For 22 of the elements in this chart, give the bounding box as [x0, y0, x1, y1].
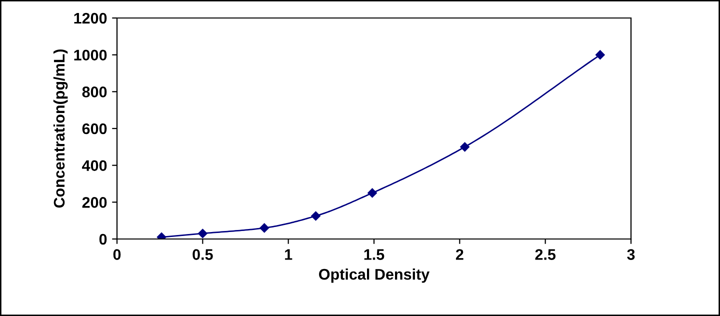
- y-tick-label: 400: [82, 160, 107, 172]
- x-tick-label: 0.5: [192, 249, 213, 260]
- x-tick-label: 3: [627, 249, 635, 260]
- y-axis-title: Concentration(pg/mL): [53, 49, 68, 208]
- y-tick-label: 200: [82, 197, 107, 208]
- y-tick-label: 600: [82, 123, 107, 134]
- point: [368, 188, 377, 198]
- y-tick-label: 800: [82, 86, 107, 98]
- point: [198, 228, 208, 238]
- x-tick-label: 1.5: [364, 249, 384, 260]
- x-axis-title: Optical Density: [319, 268, 430, 283]
- point: [260, 223, 269, 233]
- y-tick-label: 0: [99, 234, 107, 245]
- x-tick-label: 2: [456, 249, 464, 260]
- point: [311, 211, 320, 221]
- x-tick-label: 0: [113, 249, 121, 260]
- point: [460, 142, 470, 152]
- point: [596, 50, 605, 60]
- y-tick-label: 1000: [74, 50, 107, 61]
- y-tick-label: 1200: [74, 12, 107, 24]
- x-tick-label: 1: [285, 249, 292, 260]
- x-tick-label: 2.5: [535, 249, 556, 260]
